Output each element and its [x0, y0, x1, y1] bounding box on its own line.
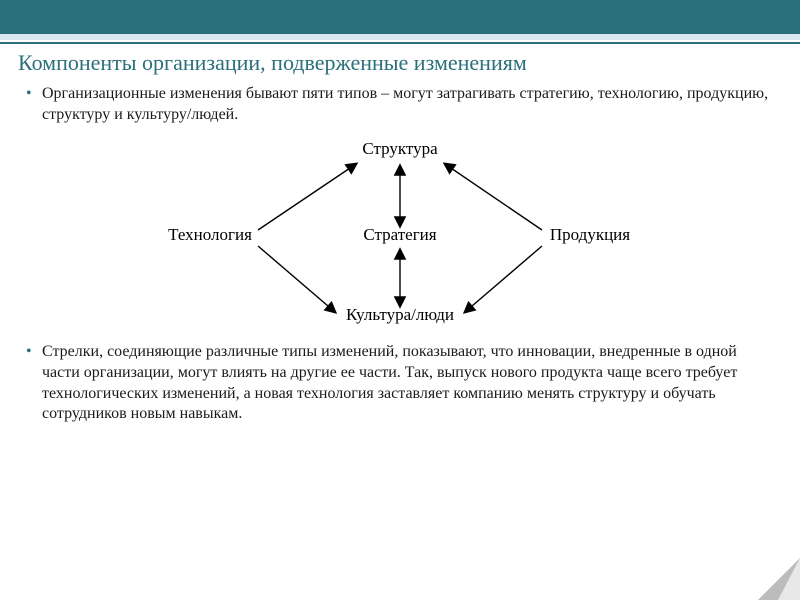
node-culture: Культура/люди: [346, 305, 454, 324]
diagram-edge: [445, 164, 542, 230]
band-thin: [0, 42, 800, 44]
bullet-2: Стрелки, соединяющие различные типы изме…: [24, 342, 776, 425]
bullet-1: Организационные изменения бывают пяти ти…: [24, 84, 776, 126]
bullet-list-2: Стрелки, соединяющие различные типы изме…: [24, 342, 776, 425]
node-structure: Структура: [362, 139, 438, 158]
band-light: [0, 34, 800, 40]
slide-root: Компоненты организации, подверженные изм…: [0, 0, 800, 600]
page-curl-icon: [758, 558, 800, 600]
header-band: [0, 0, 800, 44]
band-dark: [0, 0, 800, 34]
diagram-edge: [465, 246, 542, 312]
diagram-edge: [258, 164, 356, 230]
slide-body: Организационные изменения бывают пяти ти…: [0, 80, 800, 425]
slide-title: Компоненты организации, подверженные изм…: [0, 44, 800, 80]
node-strategy: Стратегия: [363, 225, 436, 244]
node-technology: Технология: [168, 225, 252, 244]
diagram-container: Структура Технология Стратегия Продукция Кул…: [24, 132, 776, 332]
diagram-edge: [258, 246, 335, 312]
bullet-list: Организационные изменения бывают пяти ти…: [24, 84, 776, 126]
node-product: Продукция: [550, 225, 630, 244]
org-change-diagram: Структура Технология Стратегия Продукция Кул…: [140, 132, 660, 332]
